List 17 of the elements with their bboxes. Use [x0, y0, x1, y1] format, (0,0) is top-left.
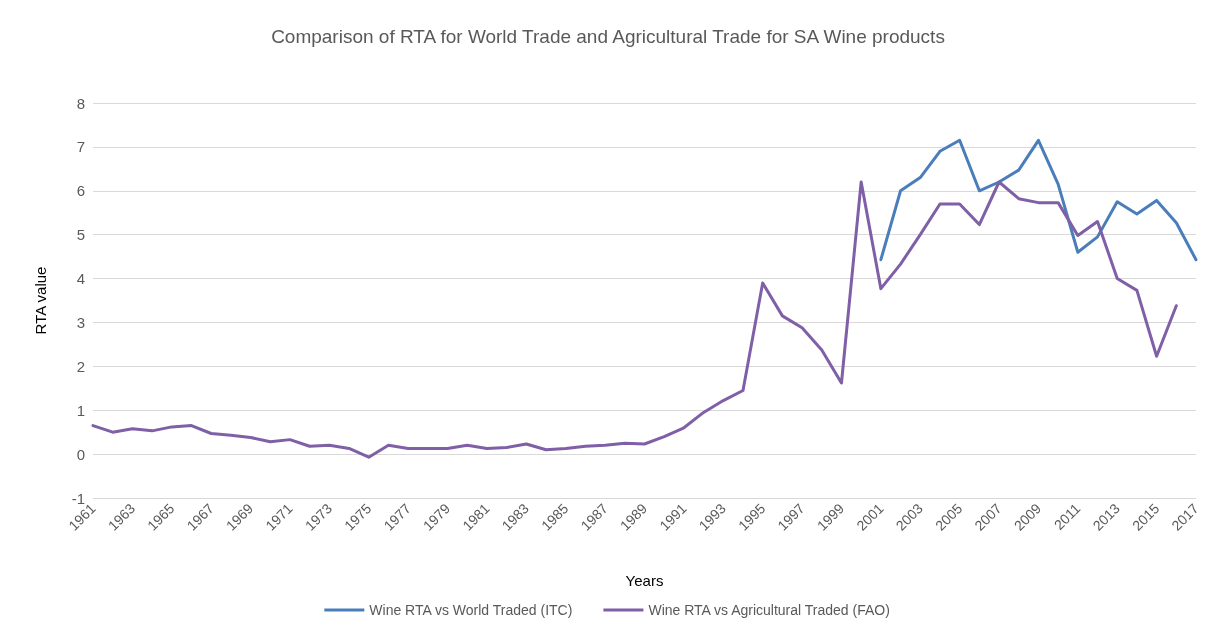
legend-label: Wine RTA vs World Traded (ITC) [369, 602, 573, 618]
legend-label: Wine RTA vs Agricultural Traded (FAO) [648, 602, 890, 618]
y-tick-label: 6 [76, 182, 85, 200]
chart-title: Comparison of RTA for World Trade and Agricultural Trade for SA Wine products [271, 26, 945, 47]
line-series [879, 138, 1198, 262]
y-tick-label: 8 [76, 94, 85, 112]
y-tick-label: -1 [71, 489, 85, 507]
y-axis-title: RTA value [32, 266, 49, 335]
line-series [91, 180, 1178, 459]
y-tick-label: 1 [76, 401, 85, 419]
y-tick-label: 0 [76, 445, 85, 463]
x-axis-title: Years [625, 572, 664, 589]
y-tick-label: 4 [76, 270, 85, 288]
y-tick-label: 3 [76, 313, 85, 331]
y-tick-label: 7 [76, 138, 85, 156]
y-tick-label: 2 [76, 357, 85, 375]
y-tick-label: 5 [76, 226, 85, 244]
